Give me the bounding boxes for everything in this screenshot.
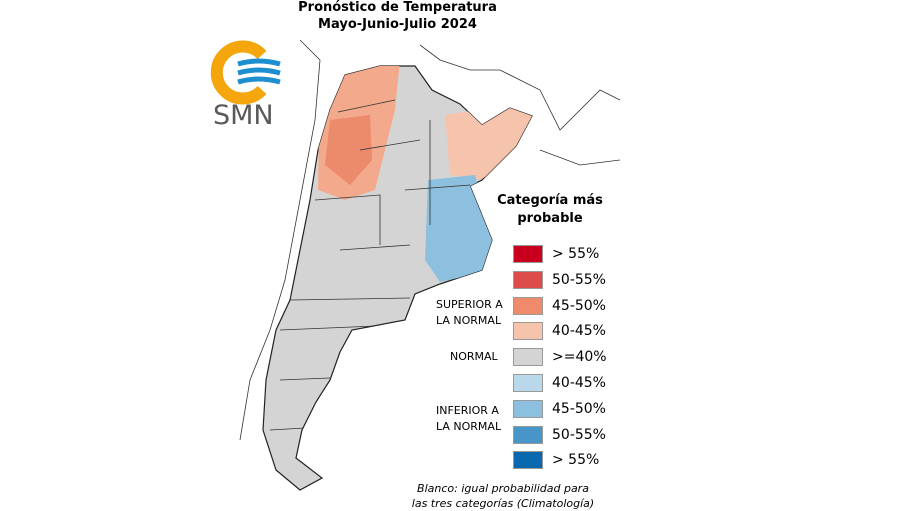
legend-group: SUPERIOR A LA NORMAL [436, 298, 503, 327]
legend-label: 45-50% [552, 297, 606, 314]
legend-swatch [513, 296, 543, 315]
footnote: Blanco: igual probabilidad para las tres… [411, 482, 595, 510]
neighbor-borders [239, 39, 621, 441]
title: Pronóstico de Temperatura [298, 0, 497, 15]
legend-label: > 55% [552, 452, 600, 469]
legend-swatch [513, 270, 543, 289]
area-warm-ne [445, 100, 532, 180]
legend-label: 50-55% [552, 426, 606, 443]
legend-label: 40-45% [552, 323, 606, 340]
province-borders [269, 99, 471, 431]
legend-label: > 55% [552, 246, 600, 262]
legend-swatch [513, 451, 543, 470]
legend-label: 40-45% [552, 375, 606, 391]
area-cool [425, 175, 495, 282]
logo-text: SMN [213, 100, 274, 131]
logo-icon [210, 40, 281, 105]
legend-swatch [513, 399, 543, 418]
legend-swatch [513, 425, 543, 444]
legend-label: >=40% [552, 349, 607, 366]
legend-swatch [513, 348, 543, 367]
legend-title: Categoría más probable [497, 193, 603, 226]
legend-group: NORMAL [450, 350, 498, 363]
legend-group: INFERIOR A LA NORMAL [436, 404, 502, 433]
subtitle: Mayo-Junio-Julio 2024 [318, 17, 477, 32]
legend-label: 50-55% [552, 271, 606, 288]
legend-label: 45-50% [552, 400, 606, 417]
legend-swatch [513, 245, 543, 263]
area-warm-core [325, 115, 372, 185]
legend-swatch [513, 322, 543, 341]
legend-swatch [513, 374, 543, 392]
